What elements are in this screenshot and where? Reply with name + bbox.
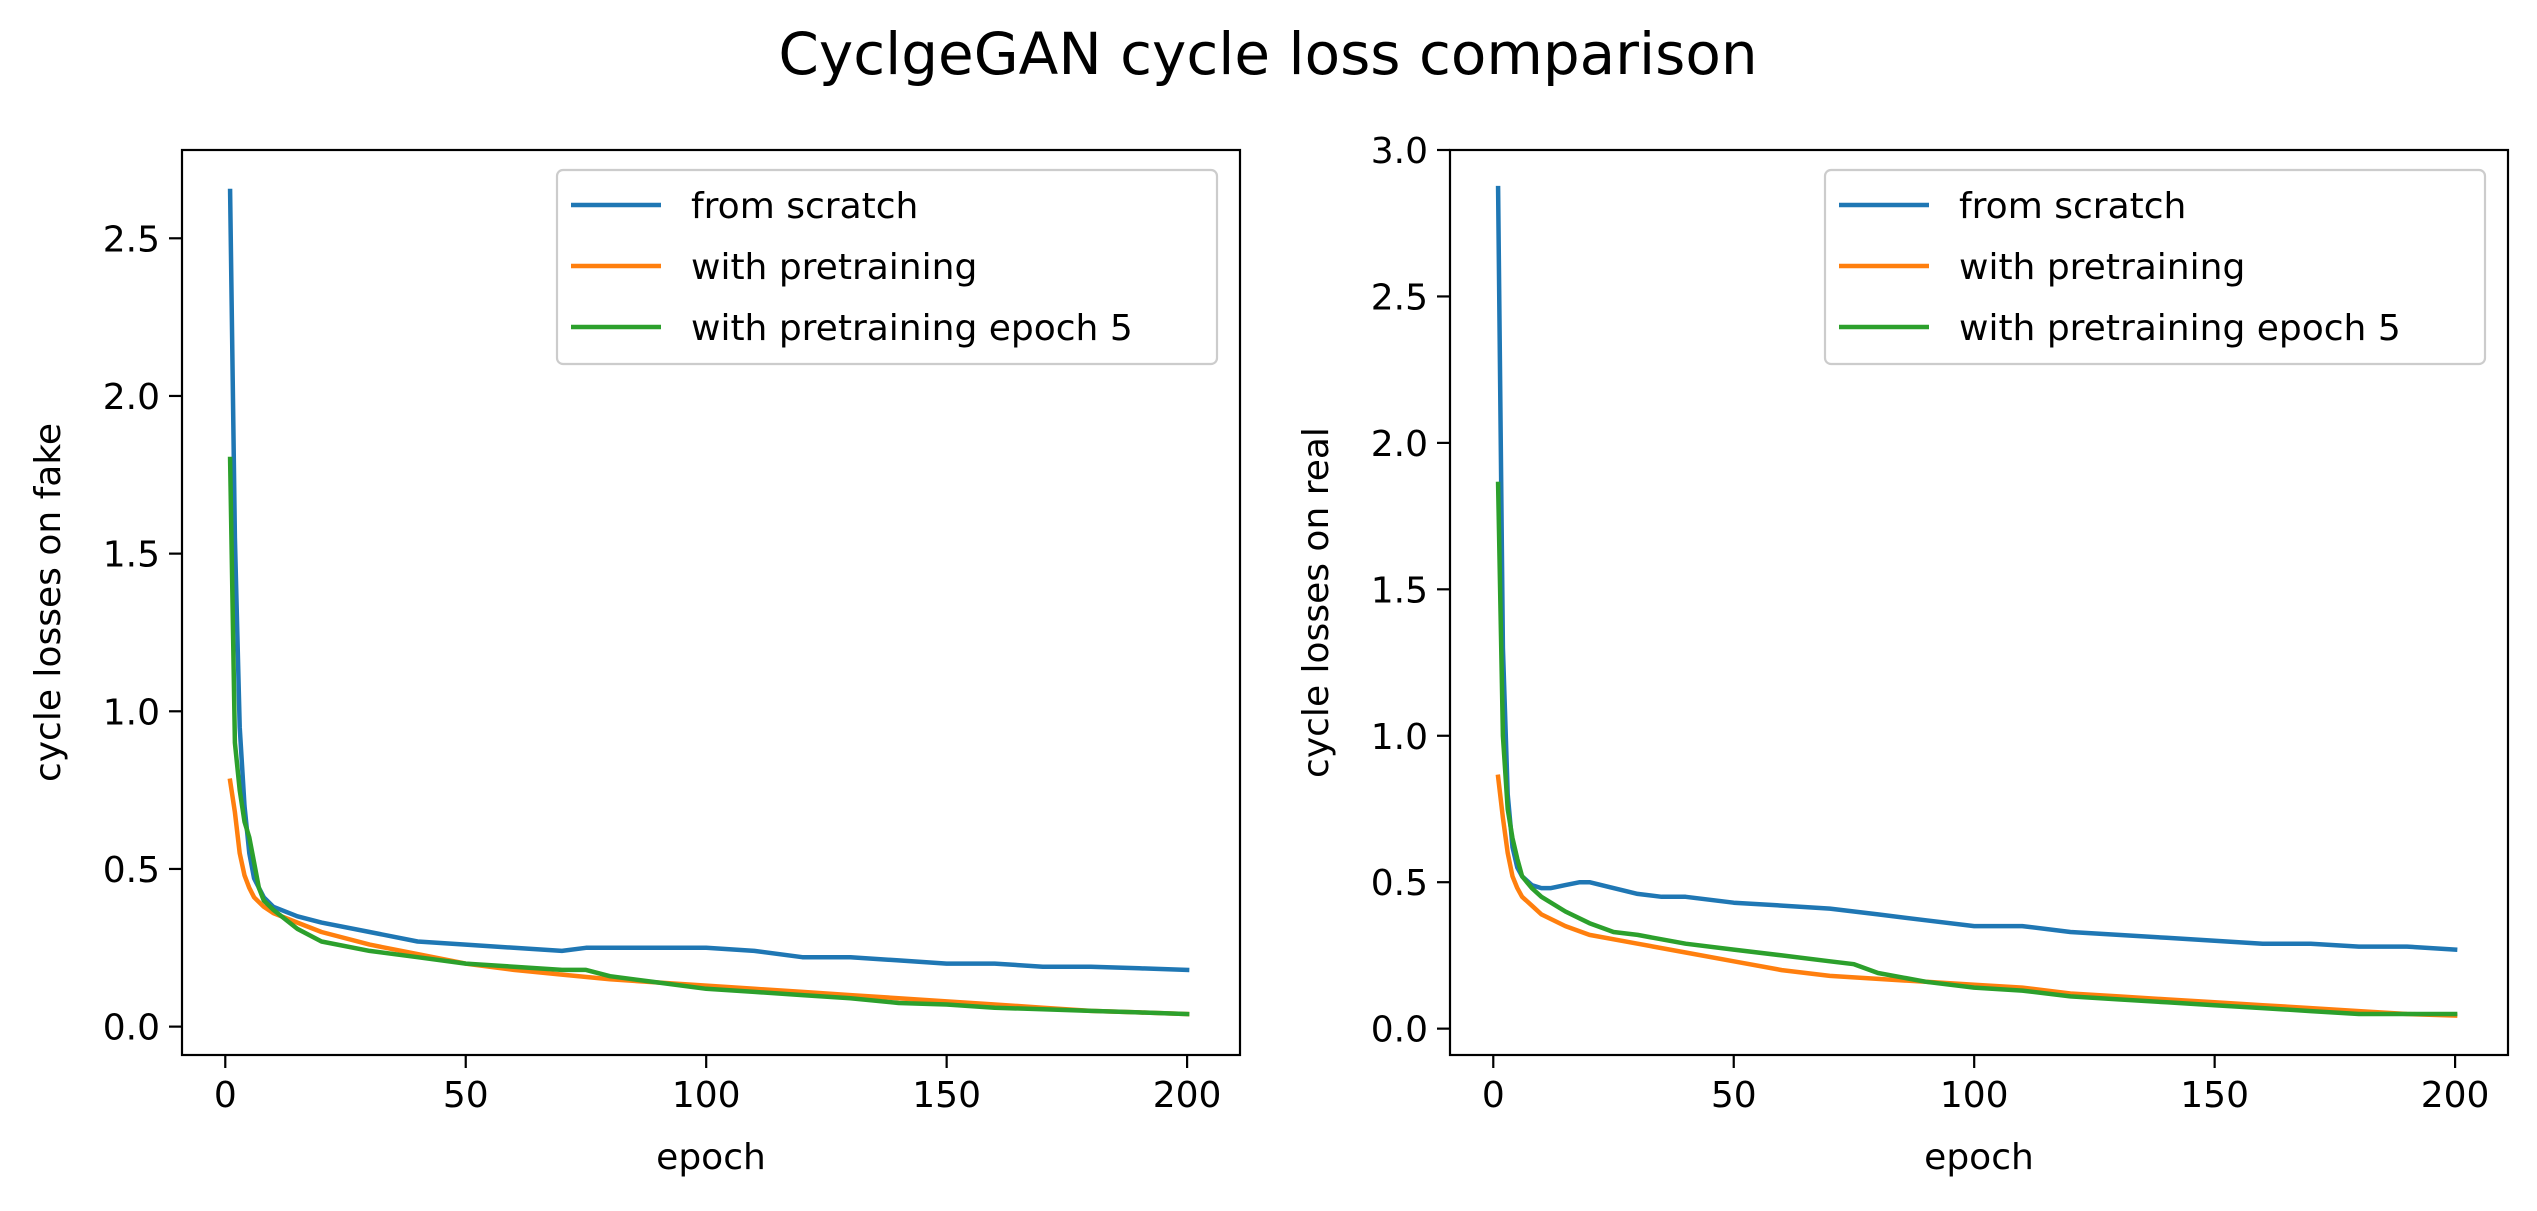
legend-label: with pretraining <box>1959 247 2245 288</box>
legend: from scratch with pretraining with pretrai… <box>555 168 1219 366</box>
legend-label: from scratch <box>1959 186 2186 227</box>
y-axis-label: cycle losses on real <box>1296 427 1337 778</box>
y-tick-label: 2.5 <box>1371 277 1428 318</box>
y-tick-label: 2.0 <box>1371 424 1428 465</box>
left-subplot: 0 50 100 150 200 0.0 0.5 1.0 1.5 2.0 2.5 epoch cycle… <box>28 148 1242 1178</box>
y-tick-label: 1.0 <box>103 692 160 733</box>
x-tick-label: 200 <box>1153 1075 1222 1116</box>
right-subplot: 0 50 100 150 200 0.0 0.5 1.0 1.5 2.0 2.5 3.0 epoch cy… <box>1296 131 2510 1178</box>
x-tick-label: 100 <box>1940 1075 2009 1116</box>
series-line-2 <box>1495 774 2458 1018</box>
series-line-2 <box>227 778 1190 1017</box>
legend-box <box>1823 168 2487 366</box>
x-tick-label: 50 <box>1711 1075 1757 1116</box>
y-tick-label: 0.0 <box>1371 1010 1428 1051</box>
legend-label: with pretraining <box>691 247 977 288</box>
series-line-3 <box>227 456 1190 1017</box>
figure-title: CyclgeGAN cycle loss comparison <box>778 20 1757 88</box>
legend-label: with pretraining epoch 5 <box>691 308 1133 349</box>
y-axis-label: cycle losses on fake <box>28 423 69 782</box>
x-tick-label: 0 <box>214 1075 237 1116</box>
axes-frame <box>180 148 1242 1057</box>
x-tick-label: 150 <box>912 1075 981 1116</box>
y-tick-label: 1.5 <box>103 535 160 576</box>
x-tick-label: 150 <box>2180 1075 2249 1116</box>
legend-label: from scratch <box>691 186 918 227</box>
legend: from scratch with pretraining with pretrai… <box>1823 168 2487 366</box>
y-tick-label: 3.0 <box>1371 131 1428 172</box>
x-tick-label: 50 <box>443 1075 489 1116</box>
y-tick-label: 2.0 <box>103 377 160 418</box>
y-tick-label: 1.0 <box>1371 717 1428 758</box>
legend-label: with pretraining epoch 5 <box>1959 308 2401 349</box>
y-tick-label: 2.5 <box>103 219 160 260</box>
y-tick-label: 0.5 <box>103 850 160 891</box>
y-tick-label: 1.5 <box>1371 570 1428 611</box>
y-tick-label: 0.5 <box>1371 863 1428 904</box>
x-tick-label: 100 <box>672 1075 741 1116</box>
series-line-1 <box>227 188 1190 973</box>
legend-box <box>555 168 1219 366</box>
x-axis-label: epoch <box>1924 1137 2034 1178</box>
x-tick-label: 0 <box>1482 1075 1505 1116</box>
axes-frame <box>1448 148 2510 1057</box>
series-line-3 <box>1495 481 2458 1017</box>
x-tick-label: 200 <box>2421 1075 2490 1116</box>
x-axis-label: epoch <box>656 1137 766 1178</box>
y-tick-label: 0.0 <box>103 1008 160 1049</box>
